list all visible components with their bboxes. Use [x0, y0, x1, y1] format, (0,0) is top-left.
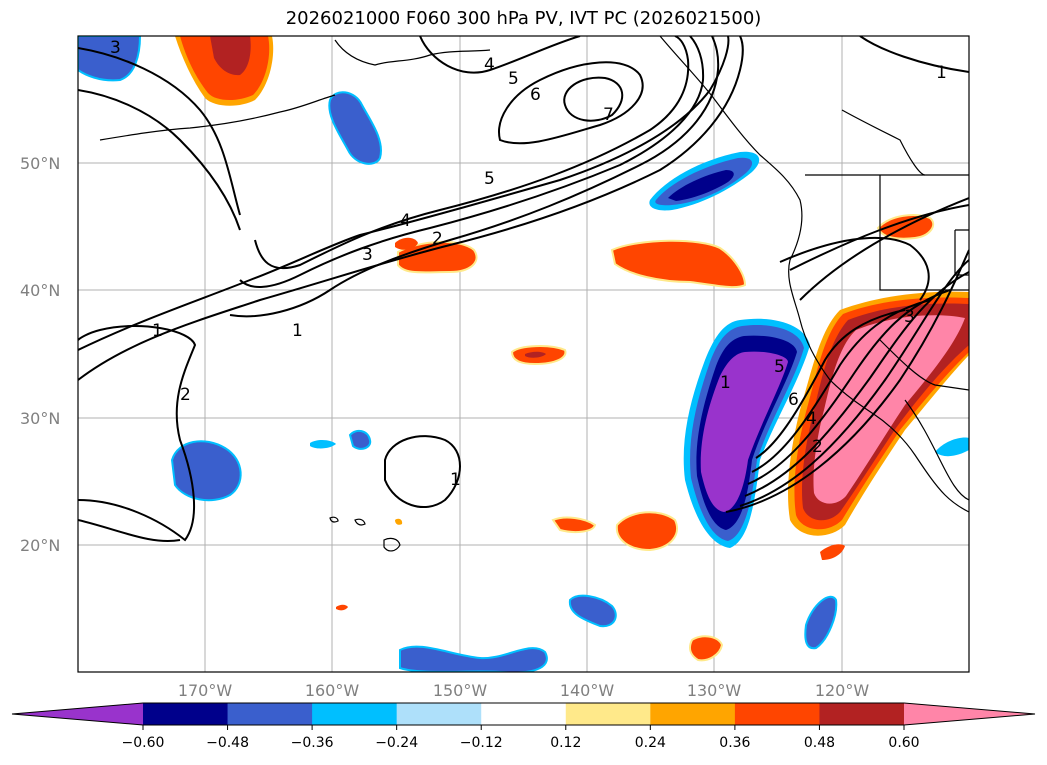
colorbar-extend-max — [904, 703, 1035, 725]
contour-label: 1 — [450, 470, 461, 490]
contour-label: 7 — [603, 105, 614, 125]
contour-label: 1 — [152, 321, 163, 341]
contour-label: 5 — [508, 69, 519, 89]
lat-label: 20°N — [20, 536, 60, 555]
colorbar-ticks: −0.60 −0.48 −0.36 −0.24 −0.12 0.12 0.24 0.36 0.4… — [122, 725, 920, 751]
contour-labels: 1 1 1 1 1 2 2 2 3 3 3 4 4 4 5 5 5 6 6 7 — [110, 38, 947, 490]
colorbar-segment — [481, 703, 567, 725]
contour-label: 2 — [812, 437, 823, 457]
colorbar-tick-label: −0.12 — [460, 735, 503, 751]
contour-label: 5 — [774, 357, 785, 377]
colorbar-segment — [650, 703, 736, 725]
contour-label: 3 — [904, 307, 915, 327]
colorbar-segments — [143, 703, 905, 725]
colorbar-tick-label: −0.48 — [206, 735, 249, 751]
colorbar-tick-label: −0.36 — [291, 735, 334, 751]
colorbar-extend-min — [12, 703, 143, 725]
contour-label: 4 — [400, 211, 411, 231]
lon-label: 170°W — [178, 681, 233, 700]
colorbar-tick-label: −0.24 — [375, 735, 418, 751]
colorbar-segment — [227, 703, 313, 725]
colorbar: −0.60 −0.48 −0.36 −0.24 −0.12 0.12 0.24 0.36 0.4… — [11, 702, 1036, 751]
coastlines — [99, 36, 969, 552]
lon-label: 120°W — [815, 681, 870, 700]
map-border — [77, 35, 970, 673]
contour-label: 1 — [936, 63, 947, 83]
colorbar-tick-label: 0.24 — [635, 735, 666, 751]
contour-label: 2 — [180, 385, 191, 405]
longitude-labels: 170°W 160°W 150°W 140°W 130°W 120°W — [178, 681, 870, 700]
colorbar-tick-label: 0.60 — [888, 735, 919, 751]
pv-fill-positive — [175, 36, 969, 662]
contour-label: 1 — [720, 373, 731, 393]
lat-label: 50°N — [20, 154, 60, 173]
contour-label: 6 — [530, 85, 541, 105]
lon-label: 140°W — [560, 681, 615, 700]
colorbar-tick-label: −0.60 — [122, 735, 165, 751]
contour-label: 3 — [110, 38, 121, 58]
lon-label: 150°W — [433, 681, 488, 700]
pv-fill-negative — [78, 36, 969, 672]
lat-label: 30°N — [20, 409, 60, 428]
ivt-contours — [78, 36, 969, 542]
colorbar-segment — [143, 703, 229, 725]
colorbar-tick-label: 0.48 — [804, 735, 835, 751]
graticule — [78, 36, 969, 672]
lon-label: 160°W — [305, 681, 360, 700]
colorbar-segment — [312, 703, 398, 725]
colorbar-tick-label: 0.36 — [719, 735, 750, 751]
contour-label: 3 — [362, 245, 373, 265]
contour-label: 5 — [484, 169, 495, 189]
latitude-labels: 50°N 40°N 30°N 20°N — [20, 154, 60, 555]
lon-label: 130°W — [687, 681, 742, 700]
contour-label: 6 — [788, 390, 799, 410]
map-title: 2026021000 F060 300 hPa PV, IVT PC (2026… — [285, 8, 762, 29]
lat-label: 40°N — [20, 281, 60, 300]
colorbar-segment — [565, 703, 651, 725]
colorbar-segment — [734, 703, 820, 725]
contour-label: 1 — [292, 321, 303, 341]
colorbar-segment — [396, 703, 482, 725]
contour-label: 4 — [806, 409, 817, 429]
contour-label: 4 — [484, 55, 495, 75]
contour-label: 2 — [432, 229, 443, 249]
colorbar-tick-label: 0.12 — [550, 735, 581, 751]
colorbar-segment — [819, 703, 905, 725]
